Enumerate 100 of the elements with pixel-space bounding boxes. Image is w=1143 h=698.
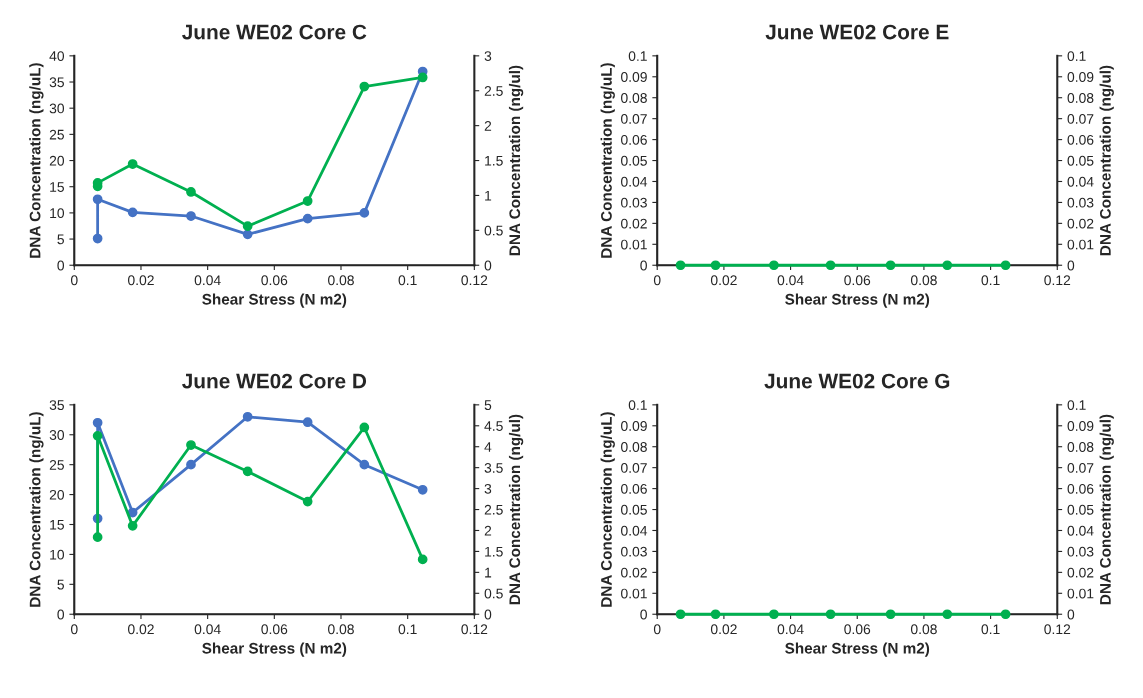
- y2-axis-title: DNA Concentration (ng/ul): [508, 65, 524, 256]
- y2-tick-label: 3: [484, 51, 492, 62]
- x-axis-title: Shear Stress (N m2): [202, 293, 347, 308]
- y2-tick-label: 0.03: [1067, 546, 1094, 557]
- y2-tick-label: 0.5: [484, 588, 503, 599]
- y2-tick-label: 0: [484, 260, 492, 271]
- y2-tick-label: 1: [485, 190, 492, 201]
- y2-axis-title: DNA Concentration (ng/ul): [508, 414, 524, 605]
- y-tick-label: 0.08: [621, 442, 647, 452]
- y-tick-label: 25: [49, 129, 64, 140]
- x-tick-label: 0.12: [1044, 624, 1071, 635]
- x-tick-label: 0.1: [398, 624, 417, 635]
- y2-tick-label: 0.04: [1067, 176, 1094, 187]
- y-tick-label: 0.04: [621, 176, 648, 187]
- x-tick-label: 0.04: [194, 275, 221, 286]
- y-tick-label: 0.06: [621, 483, 647, 494]
- y-axis-title: DNA Concentration (ng/uL): [600, 63, 615, 258]
- x-tick-label: 0.06: [844, 275, 871, 286]
- y2-tick-label: 0.02: [1067, 218, 1094, 229]
- y-axis-title: DNA Concentration (ng/uL): [29, 63, 44, 258]
- y-tick-label: 0: [640, 609, 647, 620]
- y2-tick-label: 2.5: [484, 504, 503, 515]
- y2-tick-label: 0.08: [1067, 442, 1094, 452]
- x-tick-label: 0: [653, 624, 661, 635]
- y2-tick-label: 4: [484, 442, 492, 452]
- y-tick-label: 5: [57, 579, 64, 590]
- y-axis-title: DNA Concentration (ng/uL): [600, 412, 615, 607]
- y-tick-label: 5: [57, 234, 64, 245]
- y2-tick-label: 2: [484, 525, 492, 536]
- y2-tick-label: 0.09: [1067, 421, 1094, 431]
- chart-title: June WE02 Core E: [765, 24, 949, 40]
- y-tick-label: 0.07: [621, 113, 647, 124]
- y2-tick-label: 0.04: [1067, 525, 1094, 536]
- x-tick-label: 0.02: [710, 624, 737, 635]
- x-tick-label: 0.08: [910, 275, 937, 286]
- y-tick-label: 40: [49, 51, 65, 62]
- y-tick-label: 10: [50, 549, 65, 560]
- y2-tick-label: 0: [1067, 609, 1075, 620]
- y2-tick-label: 0.1: [1067, 51, 1086, 62]
- x-tick-label: 0.08: [328, 624, 354, 635]
- y-tick-label: 0.06: [621, 134, 647, 145]
- y-tick-label: 0.01: [621, 239, 647, 250]
- y-tick-label: 15: [50, 519, 64, 530]
- y2-tick-label: 0.03: [1067, 197, 1094, 208]
- y2-tick-label: 0.09: [1067, 72, 1094, 82]
- x-tick-label: 0.06: [261, 624, 288, 635]
- y2-tick-label: 0.05: [1067, 155, 1094, 166]
- x-tick-label: 0.08: [328, 275, 354, 286]
- y-tick-label: 20: [49, 489, 65, 500]
- y-tick-label: 0.02: [621, 218, 647, 229]
- y-tick-label: 0.03: [621, 197, 647, 208]
- y-tick-label: 0.07: [621, 462, 647, 473]
- y-tick-label: 0.08: [621, 93, 647, 103]
- y2-tick-label: 0: [484, 609, 492, 620]
- y2-tick-label: 4.5: [484, 421, 503, 431]
- y2-tick-label: 0.05: [1067, 504, 1094, 515]
- x-tick-label: 0: [70, 275, 78, 286]
- y-tick-label: 0.02: [621, 567, 647, 578]
- y2-tick-label: 3: [484, 483, 492, 494]
- x-tick-label: 0.12: [1044, 275, 1071, 286]
- y2-axis-title: DNA Concentration (ng/ul): [1099, 414, 1114, 605]
- y-tick-label: 0.03: [621, 546, 647, 557]
- y-tick-label: 35: [49, 77, 64, 88]
- chart-title: June WE02 Core C: [182, 24, 367, 40]
- x-tick-label: 0.06: [261, 275, 288, 286]
- y-tick-label: 0.01: [621, 588, 647, 599]
- y2-tick-label: 0.1: [1067, 400, 1086, 411]
- y-tick-label: 25: [49, 460, 64, 470]
- y-tick-label: 0.1: [628, 400, 647, 411]
- y-tick-label: 35: [49, 400, 64, 411]
- y-tick-label: 0.04: [621, 525, 648, 536]
- x-axis-title: Shear Stress (N m2): [785, 293, 930, 308]
- y2-tick-label: 0.07: [1067, 113, 1094, 124]
- x-tick-label: 0.02: [128, 275, 154, 286]
- y2-tick-label: 0.01: [1067, 239, 1094, 250]
- x-tick-label: 0.02: [710, 275, 737, 286]
- x-tick-label: 0: [653, 275, 661, 286]
- y-tick-label: 30: [49, 430, 65, 440]
- y-tick-label: 10: [50, 208, 65, 219]
- x-tick-label: 0.06: [844, 624, 871, 635]
- y-tick-label: 20: [49, 155, 65, 166]
- x-tick-label: 0.12: [461, 624, 488, 635]
- y2-tick-label: 0.01: [1067, 588, 1094, 599]
- y2-tick-label: 2: [484, 120, 492, 131]
- x-axis-title: Shear Stress (N m2): [785, 642, 930, 657]
- y2-tick-label: 0.08: [1067, 93, 1094, 103]
- x-tick-label: 0.1: [981, 624, 1000, 635]
- y-axis-title: DNA Concentration (ng/uL): [29, 412, 44, 607]
- x-tick-label: 0.04: [777, 624, 804, 635]
- x-tick-label: 0.04: [194, 624, 221, 635]
- y-tick-label: 0.05: [621, 504, 647, 515]
- x-tick-label: 0.08: [910, 624, 937, 635]
- y2-tick-label: 1.5: [485, 156, 503, 166]
- y-tick-label: 0: [57, 609, 65, 620]
- x-tick-label: 0.1: [981, 275, 1000, 286]
- y2-tick-label: 5: [484, 400, 492, 411]
- x-tick-label: 0.1: [398, 275, 417, 286]
- y2-tick-label: 0.07: [1067, 462, 1094, 473]
- chart-title: June WE02 Core D: [182, 373, 367, 389]
- y-tick-label: 15: [50, 182, 64, 192]
